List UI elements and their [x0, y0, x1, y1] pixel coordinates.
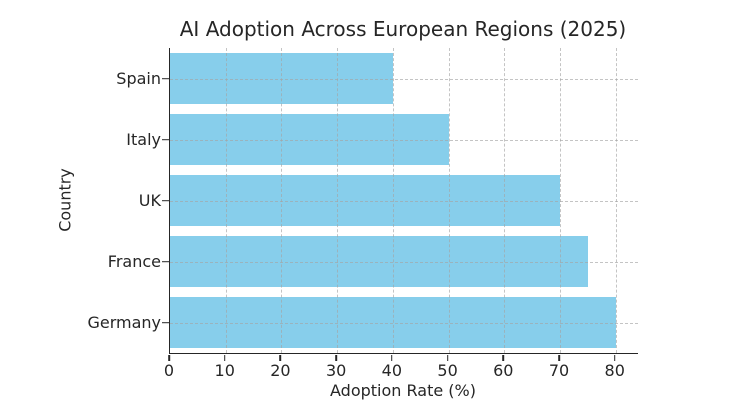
- vertical-gridline: [225, 48, 227, 353]
- bar-row: [170, 48, 638, 109]
- bar-row: [170, 109, 638, 170]
- x-tick: [558, 355, 560, 361]
- x-tick: [502, 355, 505, 361]
- y-tick: [162, 138, 169, 141]
- x-tick: [613, 355, 616, 361]
- y-tick-label: Germany: [87, 312, 161, 332]
- x-tick-label: 80: [604, 361, 625, 380]
- y-tick-label: France: [107, 251, 161, 271]
- vertical-gridline: [448, 48, 450, 353]
- y-tick: [162, 260, 169, 263]
- x-tick-label: 0: [163, 361, 175, 380]
- vertical-gridline: [337, 48, 339, 353]
- x-tick: [223, 355, 226, 361]
- bar-row: [170, 170, 638, 231]
- bar-italy: [170, 114, 449, 165]
- horizontal-gridline: [170, 200, 638, 202]
- bar-row: [170, 231, 638, 292]
- horizontal-gridline: [170, 322, 638, 324]
- vertical-gridline: [615, 48, 617, 353]
- plot-area: [169, 48, 638, 354]
- y-tick: [162, 199, 169, 202]
- y-tick-label: Spain: [116, 68, 161, 88]
- bar-row: [170, 292, 638, 353]
- x-axis: 0 10 20 30 40 50 60 70 80: [164, 355, 637, 389]
- x-tick: [168, 355, 170, 361]
- x-tick: [391, 355, 393, 361]
- bar-uk: [170, 175, 560, 226]
- x-tick-label: 60: [493, 361, 514, 380]
- vertical-gridline: [281, 48, 283, 353]
- x-tick: [279, 355, 282, 361]
- x-tick: [446, 355, 449, 361]
- y-tick: [162, 77, 169, 80]
- y-ticks: [162, 48, 169, 353]
- x-tick-label: 70: [548, 361, 570, 380]
- bars-container: [170, 48, 638, 353]
- x-tick-label: 50: [437, 361, 458, 380]
- x-tick-label: 30: [325, 361, 347, 380]
- x-tick: [335, 355, 337, 361]
- y-tick-labels: Spain Italy UK France Germany: [50, 48, 161, 353]
- horizontal-gridline: [170, 78, 638, 80]
- y-tick-label: UK: [138, 190, 161, 210]
- chart-title: AI Adoption Across European Regions (202…: [179, 17, 627, 41]
- x-tick-label: 40: [381, 361, 403, 380]
- horizontal-gridline: [170, 261, 638, 263]
- horizontal-gridline: [170, 139, 638, 141]
- y-tick: [162, 321, 169, 324]
- x-axis-label: Adoption Rate (%): [330, 381, 476, 400]
- vertical-gridline: [392, 48, 394, 353]
- bar-france: [170, 236, 588, 287]
- x-tick-label: 20: [270, 361, 291, 380]
- vertical-gridline: [560, 48, 561, 353]
- y-tick-label: Italy: [126, 129, 161, 149]
- vertical-gridline: [504, 48, 506, 353]
- x-tick-label: 10: [214, 361, 235, 380]
